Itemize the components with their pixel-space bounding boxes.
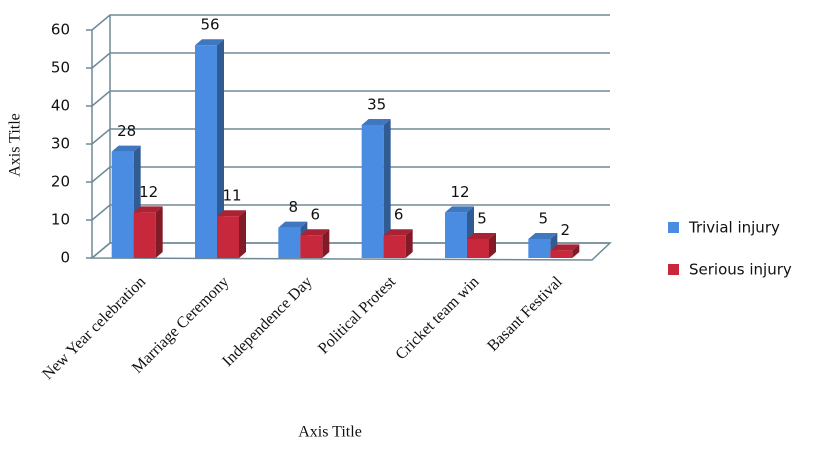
bar-top bbox=[445, 206, 474, 213]
grid-line bbox=[91, 14, 610, 31]
bar-top bbox=[383, 229, 413, 236]
bar-top bbox=[528, 233, 558, 239]
legend-label: Serious injury bbox=[689, 261, 792, 279]
y-tick-label: 10 bbox=[51, 211, 70, 229]
bar-top bbox=[195, 39, 224, 46]
x-tick-label: Basant Festival bbox=[484, 273, 566, 355]
bar bbox=[278, 227, 301, 258]
grid-line bbox=[91, 128, 610, 145]
bar bbox=[195, 45, 217, 259]
y-tick-label: 60 bbox=[51, 21, 70, 39]
bar-side bbox=[239, 210, 246, 258]
y-tick-label: 50 bbox=[51, 59, 70, 77]
bar-side bbox=[217, 39, 224, 259]
bar bbox=[467, 239, 489, 258]
bar bbox=[528, 239, 551, 258]
data-label: 2 bbox=[561, 221, 571, 239]
data-label: 11 bbox=[222, 187, 241, 205]
bar bbox=[445, 212, 467, 258]
bar-top bbox=[133, 206, 163, 213]
bar-top bbox=[300, 229, 330, 236]
data-label: 35 bbox=[367, 96, 386, 114]
y-tick-label: 0 bbox=[60, 249, 70, 267]
grid-line bbox=[91, 90, 610, 107]
bar-side bbox=[155, 206, 163, 258]
data-label: 8 bbox=[289, 198, 299, 216]
legend-swatch bbox=[668, 264, 679, 275]
data-label: 28 bbox=[117, 122, 136, 140]
data-label: 6 bbox=[394, 206, 404, 224]
data-label: 12 bbox=[450, 183, 469, 201]
bar-side bbox=[383, 119, 391, 258]
bar-top bbox=[111, 145, 141, 152]
bar-top bbox=[550, 244, 580, 251]
y-tick-label: 30 bbox=[51, 135, 70, 153]
bar bbox=[300, 235, 323, 258]
bar-top bbox=[278, 221, 308, 228]
grid-line bbox=[91, 242, 610, 259]
x-tick-label: Cricket team win bbox=[392, 273, 482, 363]
bar-top bbox=[361, 119, 391, 125]
bar bbox=[361, 125, 384, 258]
y-tick-label: 40 bbox=[51, 97, 70, 115]
bar-top bbox=[217, 210, 246, 217]
bar bbox=[133, 212, 156, 258]
grid-line bbox=[91, 52, 610, 69]
data-label: 12 bbox=[139, 183, 158, 201]
legend-swatch bbox=[668, 222, 679, 233]
legend-label: Trivial injury bbox=[688, 219, 780, 237]
data-label: 6 bbox=[311, 206, 321, 224]
y-tick-label: 20 bbox=[51, 173, 70, 191]
bar bbox=[111, 151, 134, 258]
x-axis-title: Axis Title bbox=[298, 424, 362, 441]
bar bbox=[217, 216, 239, 258]
data-label: 5 bbox=[539, 210, 549, 228]
bar-side bbox=[322, 229, 330, 258]
bar bbox=[550, 250, 573, 258]
y-axis-title: Axis Title bbox=[7, 113, 24, 177]
bar bbox=[383, 235, 406, 258]
bar-side bbox=[572, 244, 580, 258]
x-tick-label: Political Protest bbox=[315, 273, 399, 357]
bar-side bbox=[405, 229, 413, 258]
bar-side bbox=[489, 233, 496, 258]
data-label: 56 bbox=[200, 16, 219, 34]
bar-top bbox=[467, 233, 496, 239]
data-label: 5 bbox=[477, 210, 487, 228]
grid-line bbox=[91, 166, 610, 183]
x-tick-label: Independence Day bbox=[219, 273, 316, 370]
grid-line bbox=[91, 204, 610, 221]
